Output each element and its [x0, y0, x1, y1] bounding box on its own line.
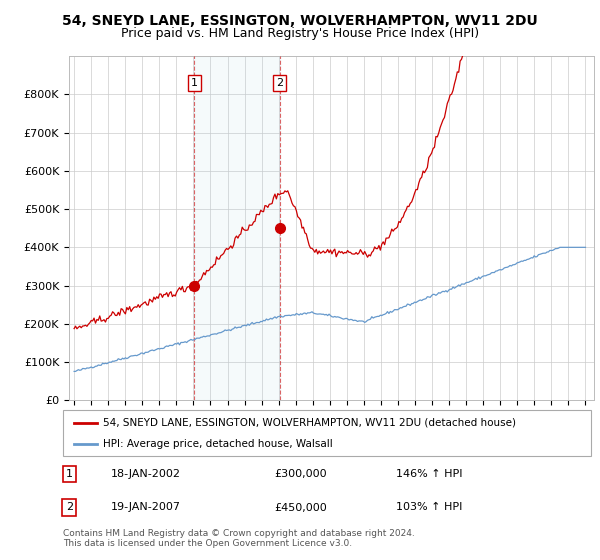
Text: 54, SNEYD LANE, ESSINGTON, WOLVERHAMPTON, WV11 2DU (detached house): 54, SNEYD LANE, ESSINGTON, WOLVERHAMPTON… — [103, 418, 515, 428]
Text: 2: 2 — [276, 78, 283, 88]
FancyBboxPatch shape — [63, 410, 591, 456]
Text: 19-JAN-2007: 19-JAN-2007 — [110, 502, 181, 512]
Text: 1: 1 — [66, 469, 73, 479]
Text: 18-JAN-2002: 18-JAN-2002 — [110, 469, 181, 479]
Text: Contains HM Land Registry data © Crown copyright and database right 2024.: Contains HM Land Registry data © Crown c… — [63, 529, 415, 538]
Text: 2: 2 — [66, 502, 73, 512]
Text: £450,000: £450,000 — [274, 502, 327, 512]
Text: 103% ↑ HPI: 103% ↑ HPI — [395, 502, 462, 512]
Text: HPI: Average price, detached house, Walsall: HPI: Average price, detached house, Wals… — [103, 439, 332, 449]
Text: £300,000: £300,000 — [274, 469, 327, 479]
Text: Price paid vs. HM Land Registry's House Price Index (HPI): Price paid vs. HM Land Registry's House … — [121, 27, 479, 40]
Text: 146% ↑ HPI: 146% ↑ HPI — [395, 469, 462, 479]
Text: This data is licensed under the Open Government Licence v3.0.: This data is licensed under the Open Gov… — [63, 539, 352, 548]
Text: 54, SNEYD LANE, ESSINGTON, WOLVERHAMPTON, WV11 2DU: 54, SNEYD LANE, ESSINGTON, WOLVERHAMPTON… — [62, 14, 538, 28]
Text: 1: 1 — [191, 78, 198, 88]
Bar — [194, 56, 280, 400]
